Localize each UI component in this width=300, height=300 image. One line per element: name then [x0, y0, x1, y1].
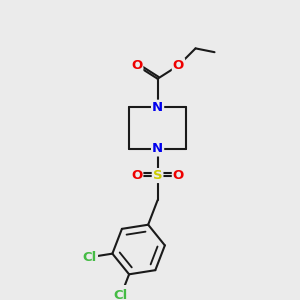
Text: Cl: Cl [83, 251, 97, 264]
Text: O: O [173, 59, 184, 72]
Text: S: S [153, 169, 162, 182]
Text: N: N [152, 101, 163, 114]
Text: O: O [131, 59, 142, 72]
Text: O: O [173, 169, 184, 182]
Text: O: O [131, 169, 142, 182]
Text: N: N [152, 142, 163, 155]
Text: Cl: Cl [114, 289, 128, 300]
